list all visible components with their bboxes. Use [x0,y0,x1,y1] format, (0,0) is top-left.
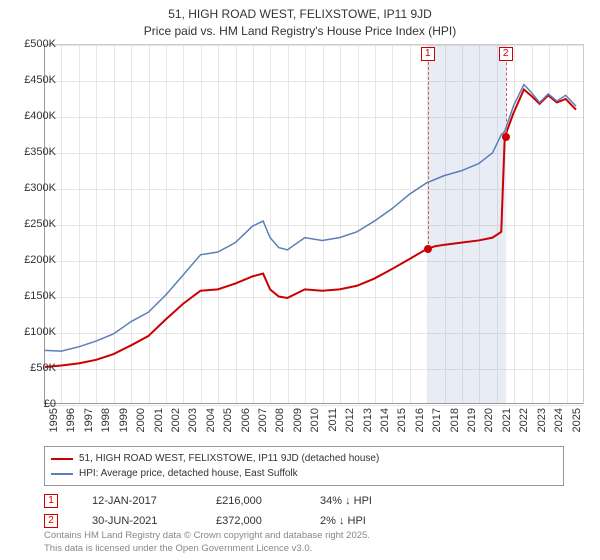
sale-flag-1: 1 [44,494,58,508]
xtick-label: 2004 [205,408,217,432]
ytick-label: £300K [12,182,56,194]
xtick-label: 2016 [414,408,426,432]
ytick-label: £100K [12,326,56,338]
ytick-label: £450K [12,74,56,86]
xtick-label: 2013 [362,408,374,432]
series-hpi [44,85,576,352]
xtick-label: 2018 [449,408,461,432]
legend-swatch-2 [51,473,73,475]
xtick-label: 2009 [292,408,304,432]
xtick-label: 1999 [118,408,130,432]
plot-area: 12 [44,44,584,404]
legend-label-1: 51, HIGH ROAD WEST, FELIXSTOWE, IP11 9JD… [79,451,379,466]
xtick-label: 2020 [483,408,495,432]
chart-container: 51, HIGH ROAD WEST, FELIXSTOWE, IP11 9JD… [0,0,600,560]
xtick-label: 2010 [309,408,321,432]
sale-date-2: 30-JUN-2021 [92,515,182,527]
xtick-label: 1998 [100,408,112,432]
ytick-label: £400K [12,110,56,122]
xtick-label: 2019 [466,408,478,432]
xtick-label: 2012 [344,408,356,432]
series-price_paid [44,90,576,367]
xtick-label: 1997 [83,408,95,432]
sale-price-1: £216,000 [216,495,286,507]
xtick-label: 2014 [379,408,391,432]
xtick-label: 2007 [257,408,269,432]
ytick-label: £50K [12,362,56,374]
marker-dot-2 [502,133,510,141]
xtick-label: 2006 [240,408,252,432]
title-line-2: Price paid vs. HM Land Registry's House … [0,23,600,40]
legend-label-2: HPI: Average price, detached house, East… [79,466,298,481]
sale-price-2: £372,000 [216,515,286,527]
legend-item-2: HPI: Average price, detached house, East… [51,466,557,481]
marker-dot-1 [424,245,432,253]
xtick-label: 2015 [396,408,408,432]
x-axis [44,403,583,404]
ytick-label: £250K [12,218,56,230]
legend: 51, HIGH ROAD WEST, FELIXSTOWE, IP11 9JD… [44,446,564,486]
sale-date-1: 12-JAN-2017 [92,495,182,507]
xtick-label: 2003 [187,408,199,432]
sale-row-2: 2 30-JUN-2021 £372,000 2% ↓ HPI [44,514,366,528]
chart-title: 51, HIGH ROAD WEST, FELIXSTOWE, IP11 9JD… [0,0,600,42]
xtick-label: 2008 [274,408,286,432]
xtick-label: 1995 [48,408,60,432]
legend-swatch-1 [51,458,73,460]
attribution-line-2: This data is licensed under the Open Gov… [44,543,370,556]
xtick-label: 2025 [571,408,583,432]
sale-row-1: 1 12-JAN-2017 £216,000 34% ↓ HPI [44,494,372,508]
xtick-label: 2002 [170,408,182,432]
xtick-label: 2022 [518,408,530,432]
attribution: Contains HM Land Registry data © Crown c… [44,530,370,556]
xtick-label: 2001 [153,408,165,432]
attribution-line-1: Contains HM Land Registry data © Crown c… [44,530,370,543]
sale-flag-2: 2 [44,514,58,528]
xtick-label: 2000 [135,408,147,432]
legend-item-1: 51, HIGH ROAD WEST, FELIXSTOWE, IP11 9JD… [51,451,557,466]
xtick-label: 2023 [536,408,548,432]
ytick-label: £150K [12,290,56,302]
xtick-label: 2005 [222,408,234,432]
line-series [44,45,583,404]
marker-flag-1: 1 [421,47,435,61]
xtick-label: 2017 [431,408,443,432]
xtick-label: 2021 [501,408,513,432]
ytick-label: £200K [12,254,56,266]
title-line-1: 51, HIGH ROAD WEST, FELIXSTOWE, IP11 9JD [0,6,600,23]
ytick-label: £500K [12,38,56,50]
ytick-label: £350K [12,146,56,158]
marker-line-1 [428,47,429,249]
xtick-label: 2024 [553,408,565,432]
grid-line-h [44,405,583,406]
marker-flag-2: 2 [499,47,513,61]
xtick-label: 2011 [327,408,339,432]
sale-delta-2: 2% ↓ HPI [320,515,366,527]
sale-delta-1: 34% ↓ HPI [320,495,372,507]
xtick-label: 1996 [65,408,77,432]
